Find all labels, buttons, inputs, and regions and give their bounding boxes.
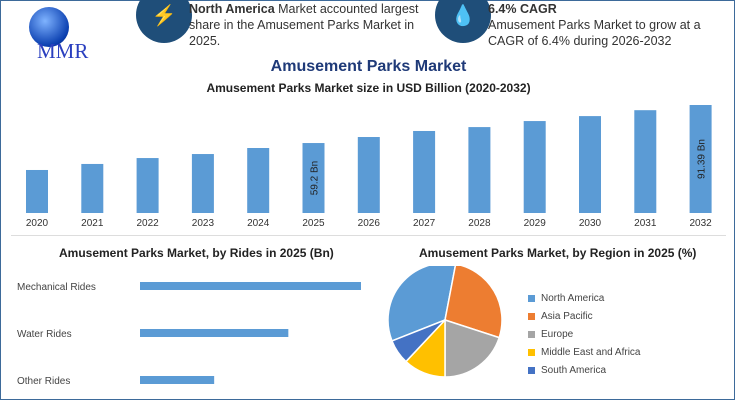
rides-bar bbox=[140, 282, 361, 290]
info-cagr: 6.4% CAGR Amusement Parks Market to grow … bbox=[488, 1, 723, 49]
divider bbox=[11, 235, 726, 236]
legend-label: Europe bbox=[541, 328, 574, 340]
x-tick-2029: 2029 bbox=[524, 218, 547, 229]
pie-slice-europe bbox=[444, 318, 501, 378]
flame-icon: 💧 bbox=[435, 0, 491, 43]
bar-2024 bbox=[247, 148, 270, 213]
legend-swatch bbox=[528, 330, 535, 338]
bar-2022 bbox=[136, 158, 159, 213]
x-tick-2031: 2031 bbox=[634, 218, 657, 229]
x-tick-2021: 2021 bbox=[81, 218, 104, 229]
market-size-chart: 2020 2021 2022 2023 2024 2025 59.2 Bn 2026 2027 2… bbox=[26, 105, 712, 229]
legend-swatch bbox=[528, 294, 535, 302]
x-tick-2020: 2020 bbox=[26, 218, 49, 229]
bar-2032 bbox=[689, 105, 712, 213]
x-tick-2022: 2022 bbox=[136, 218, 159, 229]
logo-text: MMR bbox=[37, 39, 89, 63]
region-title: Amusement Parks Market, by Region in 202… bbox=[419, 246, 697, 260]
pie-slice-south-america bbox=[391, 319, 446, 363]
info2-bold: 6.4% CAGR bbox=[488, 2, 557, 16]
x-tick-2026: 2026 bbox=[358, 218, 381, 229]
legend-label: Middle East and Africa bbox=[541, 346, 641, 358]
bar-2029 bbox=[523, 121, 546, 213]
lightning-icon: ⚡ bbox=[136, 0, 192, 43]
legend-item: Europe bbox=[528, 325, 641, 343]
mmr-logo: MMR bbox=[23, 5, 89, 65]
info1-bold: North America bbox=[189, 2, 275, 16]
rides-bar bbox=[140, 376, 215, 384]
legend-swatch bbox=[528, 312, 535, 320]
legend-swatch bbox=[528, 348, 535, 356]
rides-title: Amusement Parks Market, by Rides in 2025… bbox=[59, 246, 334, 260]
x-tick-2023: 2023 bbox=[192, 218, 215, 229]
rides-label: Other Rides bbox=[17, 376, 70, 387]
legend-label: South America bbox=[541, 364, 607, 376]
info2-text: Amusement Parks Market to grow at a CAGR… bbox=[488, 18, 701, 48]
legend-item: North America bbox=[528, 289, 641, 307]
bar-2030 bbox=[579, 116, 601, 213]
bar-2025 bbox=[302, 143, 325, 213]
x-tick-2027: 2027 bbox=[413, 218, 436, 229]
info1-text: Market accounted largest share in the Am… bbox=[189, 2, 419, 48]
bar-2027 bbox=[413, 130, 436, 213]
rides-chart: Mechanical Rides Water Rides Other Rides bbox=[17, 282, 361, 387]
bar-2020 bbox=[26, 169, 48, 213]
rides-label: Water Rides bbox=[17, 329, 72, 340]
legend-item: Asia Pacific bbox=[528, 307, 641, 325]
rides-label: Mechanical Rides bbox=[17, 282, 96, 293]
info-north-america: North America Market accounted largest s… bbox=[189, 1, 419, 49]
bar-2026 bbox=[357, 137, 380, 213]
data-label-2032: 91.39 Bn bbox=[697, 139, 708, 179]
region-legend: North America Asia Pacific Europe Middle Ea… bbox=[528, 289, 641, 379]
x-tick-2030: 2030 bbox=[579, 218, 602, 229]
bar-2028 bbox=[468, 127, 491, 213]
data-label-2025: 59.2 Bn bbox=[310, 161, 321, 195]
x-tick-2032: 2032 bbox=[689, 218, 712, 229]
legend-item: South America bbox=[528, 361, 641, 379]
pie-slice-asia-pacific bbox=[444, 266, 503, 339]
legend-label: North America bbox=[541, 292, 605, 304]
main-title: Amusement Parks Market bbox=[270, 58, 467, 75]
rides-bar bbox=[140, 329, 289, 337]
region-pie bbox=[387, 266, 503, 378]
x-tick-2024: 2024 bbox=[247, 218, 270, 229]
legend-label: Asia Pacific bbox=[541, 310, 593, 322]
x-tick-2028: 2028 bbox=[468, 218, 491, 229]
main-subtitle: Amusement Parks Market size in USD Billi… bbox=[206, 81, 531, 95]
legend-swatch bbox=[528, 366, 535, 374]
x-tick-2025: 2025 bbox=[302, 218, 325, 229]
globe-icon bbox=[29, 7, 69, 47]
bar-2031 bbox=[634, 110, 657, 213]
bar-2021 bbox=[81, 163, 104, 213]
legend-item: Middle East and Africa bbox=[528, 343, 641, 361]
bar-2023 bbox=[191, 154, 214, 213]
